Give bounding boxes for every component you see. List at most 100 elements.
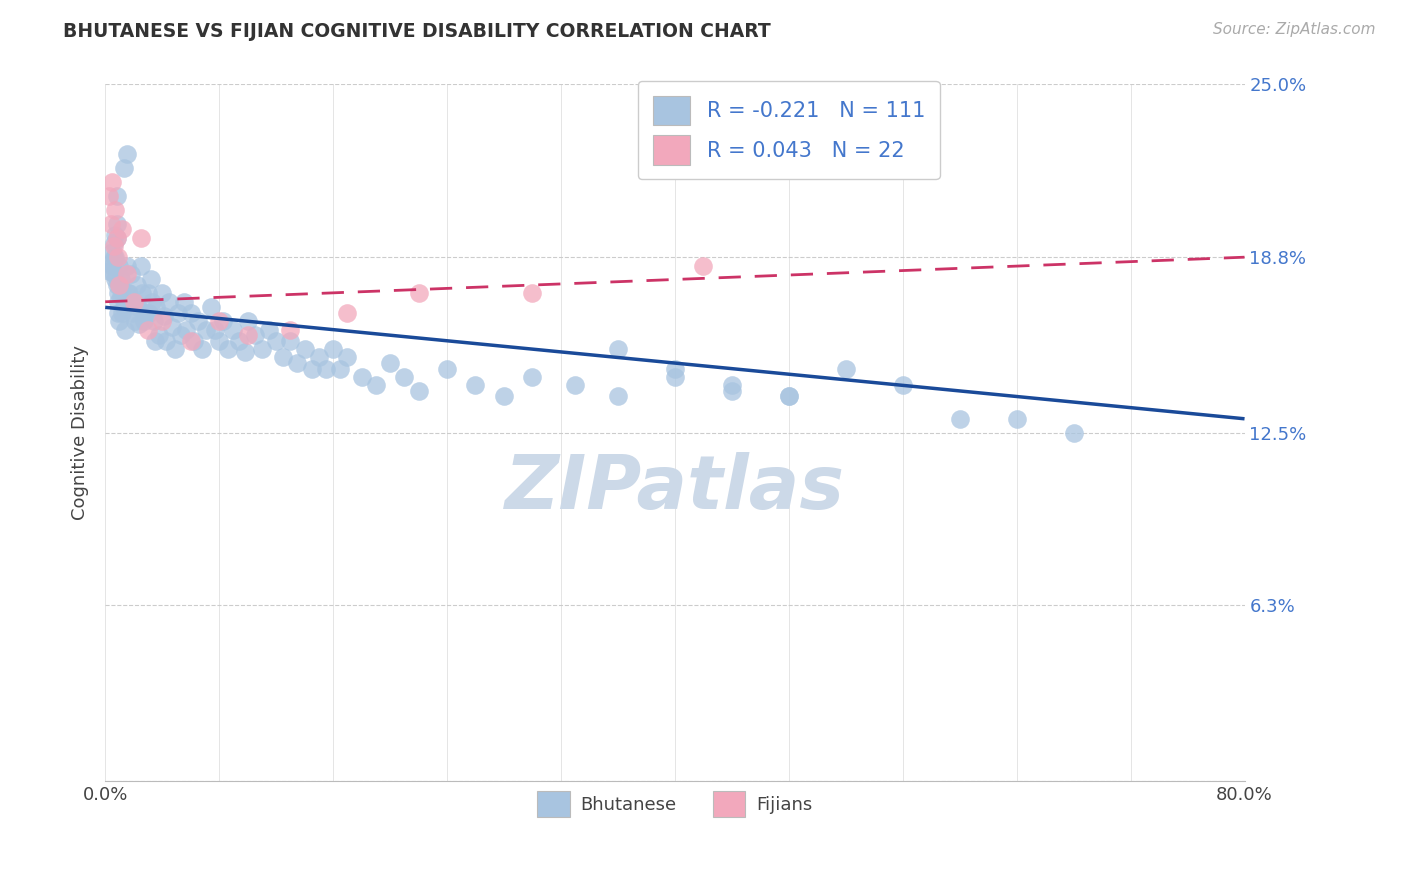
Point [1005,411,1028,425]
Point [222,323,245,337]
Point [208,334,231,348]
Point [108,259,131,273]
Point [173,294,195,309]
Point [100,256,122,270]
Point [98,264,121,278]
Point [105,189,128,203]
Point [122,294,145,309]
Point [114,323,136,337]
Point [692,259,714,273]
Point [157,294,180,309]
Point [103,250,125,264]
Point [143,334,166,348]
Point [721,378,744,392]
Point [155,334,177,348]
Point [112,161,135,175]
Point [464,378,486,392]
Point [104,227,127,242]
Point [160,319,183,334]
Point [139,272,162,286]
Point [104,250,127,264]
Point [150,286,173,301]
Point [280,334,302,348]
Point [336,351,359,365]
Point [105,230,128,244]
Point [148,328,170,343]
Point [120,267,142,281]
Text: BHUTANESE VS FIJIAN COGNITIVE DISABILITY CORRELATION CHART: BHUTANESE VS FIJIAN COGNITIVE DISABILITY… [63,22,770,41]
Point [107,294,129,309]
Point [152,309,174,323]
Point [664,361,686,376]
Point [564,378,586,392]
Point [105,278,128,293]
Point [115,267,138,281]
Point [127,301,149,315]
Point [243,328,266,343]
Point [891,378,914,392]
Y-axis label: Cognitive Disability: Cognitive Disability [72,345,89,520]
Point [236,314,259,328]
Point [721,384,744,398]
Point [166,306,188,320]
Point [103,267,125,281]
Point [107,250,129,264]
Point [606,390,628,404]
Point [217,342,239,356]
Point [191,342,214,356]
Point [408,286,430,301]
Point [105,217,128,231]
Point [163,342,186,356]
Point [294,342,316,356]
Point [522,370,544,384]
Point [124,314,146,328]
Point [257,323,280,337]
Point [606,342,628,356]
Point [138,306,160,320]
Point [408,384,430,398]
Point [101,244,124,259]
Point [108,314,131,328]
Point [100,217,122,231]
Point [233,345,256,359]
Point [170,328,193,343]
Point [200,301,222,315]
Point [204,323,226,337]
Point [336,306,359,320]
Point [212,314,235,328]
Point [118,286,141,301]
Point [98,189,121,203]
Point [141,294,163,309]
Point [110,289,132,303]
Point [107,286,129,301]
Point [522,286,544,301]
Point [111,306,134,320]
Point [150,314,173,328]
Point [103,236,125,251]
Point [949,411,972,425]
Point [329,361,352,376]
Point [128,317,150,331]
Point [183,334,205,348]
Point [125,278,148,293]
Point [104,202,127,217]
Point [111,284,134,298]
Point [301,361,323,376]
Point [129,230,152,244]
Point [176,323,198,337]
Point [136,323,159,337]
Point [142,314,165,328]
Point [1063,425,1085,440]
Point [105,230,128,244]
Point [134,306,156,320]
Point [250,342,273,356]
Point [115,259,138,273]
Point [117,286,139,301]
Point [115,147,138,161]
Point [108,278,131,293]
Text: Source: ZipAtlas.com: Source: ZipAtlas.com [1212,22,1375,37]
Point [110,272,132,286]
Point [308,351,330,365]
Point [180,334,202,348]
Point [132,314,155,328]
